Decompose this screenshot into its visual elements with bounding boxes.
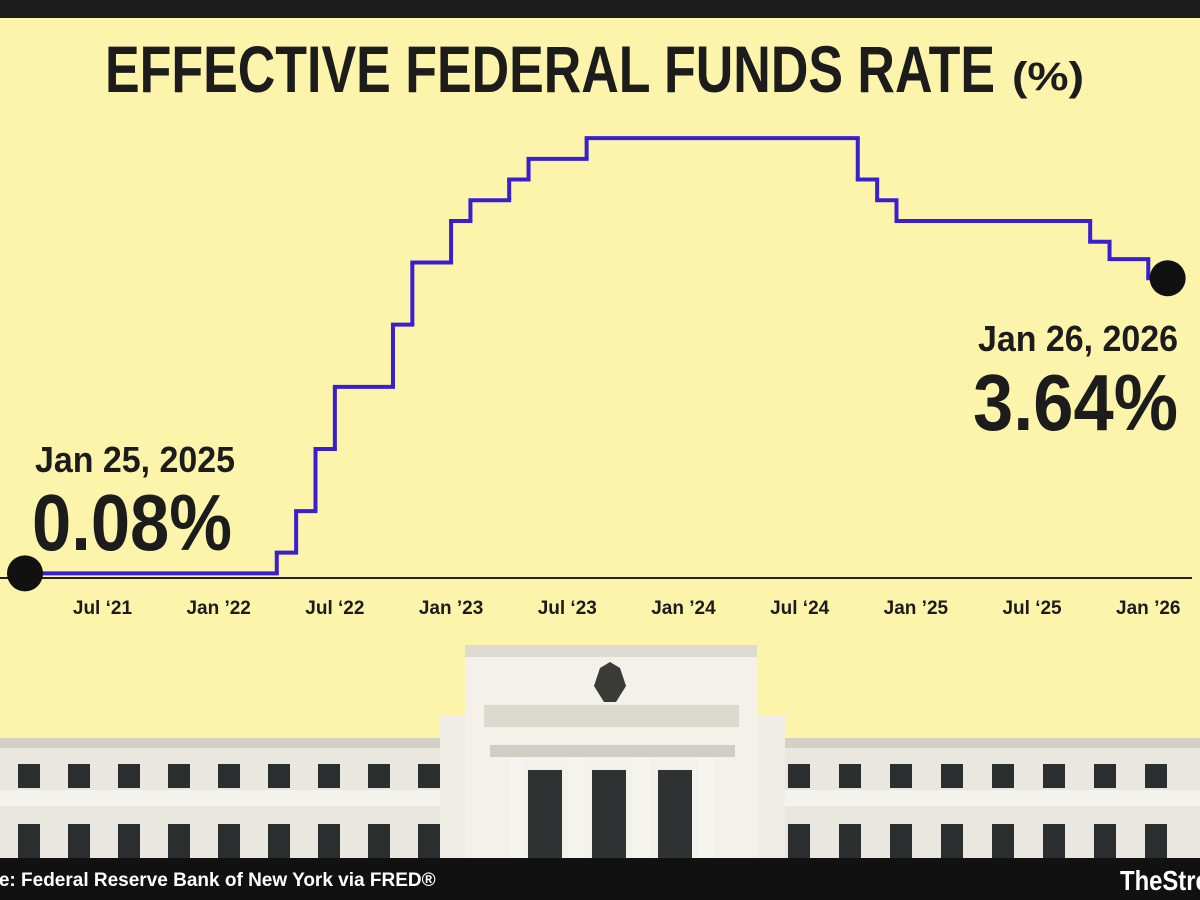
window — [418, 824, 440, 858]
window — [118, 824, 140, 858]
annotation-value: 0.08% — [32, 478, 232, 567]
x-tick-label: Jul ‘22 — [305, 598, 364, 619]
annotation-value: 3.64% — [973, 358, 1178, 447]
window — [168, 824, 190, 858]
window — [1094, 824, 1116, 858]
x-tick-label: Jan ’25 — [884, 598, 949, 619]
window — [268, 824, 290, 858]
window — [941, 764, 963, 788]
window — [268, 764, 290, 788]
window — [418, 764, 440, 788]
x-tick-label: Jul ‘25 — [1002, 598, 1062, 619]
window — [318, 824, 340, 858]
footer-bar — [0, 858, 1200, 900]
brand: TheStreet — [1120, 865, 1200, 896]
window — [992, 824, 1014, 858]
window — [1145, 764, 1167, 788]
window — [18, 824, 40, 858]
annotation-date: Jan 25, 2025 — [35, 439, 235, 480]
fed-building — [0, 645, 1200, 860]
window — [941, 824, 963, 858]
window — [890, 764, 912, 788]
window — [168, 764, 190, 788]
x-tick-label: Jan ’24 — [651, 598, 716, 619]
window — [839, 764, 861, 788]
chart-title: EFFECTIVE FEDERAL FUNDS RATE — [105, 32, 995, 106]
window — [318, 764, 340, 788]
x-tick-label: Jan ’22 — [186, 598, 250, 619]
annotation-date: Jan 26, 2026 — [978, 318, 1178, 359]
window — [1043, 824, 1065, 858]
end-point — [1149, 260, 1186, 297]
x-tick-label: Jul ‘23 — [538, 598, 597, 619]
window — [992, 764, 1014, 788]
x-tick-label: Jul ‘21 — [73, 598, 133, 619]
window — [118, 764, 140, 788]
window — [1094, 764, 1116, 788]
x-tick-label: Jan ’23 — [419, 598, 483, 619]
step-riser — [274, 138, 1151, 574]
window — [788, 824, 810, 858]
window — [218, 824, 240, 858]
window — [68, 764, 90, 788]
x-tick-label: Jul ‘24 — [770, 598, 830, 619]
window — [368, 824, 390, 858]
window — [788, 764, 810, 788]
title-unit: (%) — [1012, 55, 1084, 99]
window — [68, 824, 90, 858]
window — [218, 764, 240, 788]
x-tick-label: Jan ’26 — [1116, 598, 1180, 619]
start-point — [7, 555, 43, 592]
window — [18, 764, 40, 788]
window — [1043, 764, 1065, 788]
window — [368, 764, 390, 788]
source-note: Source: Federal Reserve Bank of New York… — [0, 870, 436, 891]
window — [839, 824, 861, 858]
window — [890, 824, 912, 858]
window — [1145, 824, 1167, 858]
top-band — [0, 0, 1200, 18]
